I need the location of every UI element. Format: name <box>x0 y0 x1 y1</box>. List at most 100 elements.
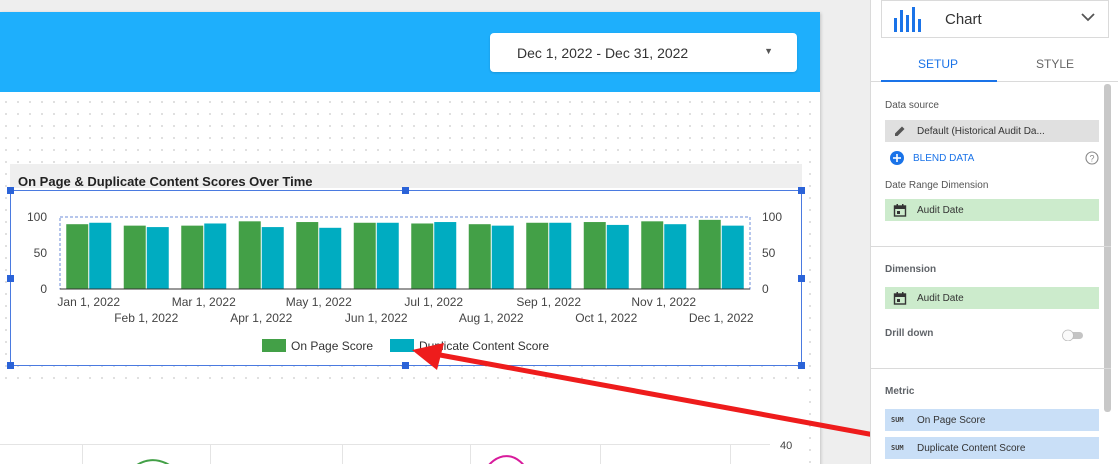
x-tick-label: Mar 1, 2022 <box>172 295 236 309</box>
add-circle-icon <box>890 151 904 165</box>
bar-on-page-score <box>468 224 491 289</box>
bar-duplicate-content-score <box>721 225 744 289</box>
resize-handle-right[interactable] <box>798 275 805 282</box>
line-chart-card[interactable]: 40 <box>0 386 800 464</box>
section-divider <box>871 368 1111 369</box>
metric-aggregation-badge[interactable]: SUM <box>891 444 904 452</box>
drill-down-toggle[interactable] <box>1061 329 1085 341</box>
bar-duplicate-content-score <box>319 227 342 289</box>
gridline <box>470 444 471 464</box>
resize-handle-top-left[interactable] <box>7 187 14 194</box>
tab-setup[interactable]: SETUP <box>918 57 959 71</box>
line-series-magenta <box>488 455 524 464</box>
bar-on-page-score <box>238 221 261 289</box>
date-range-dimension-value: Audit Date <box>917 205 964 216</box>
legend-label: On Page Score <box>291 339 373 353</box>
chart-type-label: Chart <box>945 11 982 28</box>
line-series-green <box>137 459 170 464</box>
properties-panel: Chart SETUP STYLE Data source Default (H… <box>870 0 1118 464</box>
metric-field-duplicate-content-score[interactable]: SUM Duplicate Content Score <box>885 437 1099 459</box>
help-icon[interactable]: ? <box>1085 151 1099 165</box>
x-tick-label: Feb 1, 2022 <box>114 311 178 325</box>
report-page: Dec 1, 2022 - Dec 31, 2022 ▼ On Page & D… <box>0 12 820 464</box>
bar-on-page-score <box>583 222 606 289</box>
panel-tabs: SETUP STYLE <box>871 46 1118 82</box>
bar-on-page-score <box>641 221 664 289</box>
legend-swatch <box>390 339 414 352</box>
x-tick-label: May 1, 2022 <box>286 295 352 309</box>
gridline <box>342 444 343 464</box>
chart-title: On Page & Duplicate Content Scores Over … <box>18 174 313 189</box>
gridline <box>0 444 770 445</box>
x-tick-label: Aug 1, 2022 <box>459 311 524 325</box>
legend-label: Duplicate Content Score <box>419 339 549 353</box>
bar-on-page-score <box>296 222 319 289</box>
gridline <box>210 444 211 464</box>
date-range-picker[interactable]: Dec 1, 2022 - Dec 31, 2022 ▼ <box>490 33 797 72</box>
blend-data-label: BLEND DATA <box>913 153 975 164</box>
report-canvas: Dec 1, 2022 - Dec 31, 2022 ▼ On Page & D… <box>0 12 870 464</box>
data-source-value: Default (Historical Audit Da... <box>917 126 1045 137</box>
bar-duplicate-content-score <box>204 223 227 289</box>
metric-name: On Page Score <box>917 415 986 426</box>
bar-on-page-score <box>411 223 434 289</box>
resize-handle-bottom-left[interactable] <box>7 362 14 369</box>
chevron-down-icon <box>1081 13 1095 22</box>
line-chart-curves <box>137 455 524 464</box>
bar-duplicate-content-score <box>549 222 572 289</box>
x-tick-label: Dec 1, 2022 <box>689 311 754 325</box>
bar-duplicate-content-score <box>261 227 284 289</box>
caret-down-icon: ▼ <box>764 46 773 56</box>
panel-scrollbar[interactable] <box>1104 84 1111 412</box>
svg-text:?: ? <box>1089 153 1094 163</box>
y-right-tick-label: 0 <box>762 282 769 296</box>
resize-handle-bottom[interactable] <box>402 362 409 369</box>
y-tick-label: 0 <box>40 282 47 296</box>
bar-duplicate-content-score <box>146 227 169 289</box>
bar-on-page-score <box>181 225 204 289</box>
x-tick-label: Jan 1, 2022 <box>57 295 120 309</box>
metric-label: Metric <box>885 386 915 397</box>
chart-selection-box <box>10 190 802 366</box>
bar-duplicate-content-score <box>376 222 399 289</box>
chart-type-picker[interactable]: Chart <box>881 0 1109 38</box>
date-range-dimension-label: Date Range Dimension <box>885 180 989 191</box>
bar-on-page-score <box>353 222 376 289</box>
y-tick-label: 50 <box>34 246 48 260</box>
bar-chart-card[interactable]: On Page & Duplicate Content Scores Over … <box>7 164 805 369</box>
line-chart-axis-label: 40 <box>780 440 793 452</box>
bar-chart[interactable]: 100 50 0 100 50 0 Jan 1, 2022 Feb 1, 2022 Mar 1,… <box>10 164 802 366</box>
resize-handle-top-right[interactable] <box>798 187 805 194</box>
chart-title-bar <box>10 164 802 188</box>
x-tick-label: Sep 1, 2022 <box>516 295 581 309</box>
legend-swatch <box>262 339 286 352</box>
resize-handle-top[interactable] <box>402 187 409 194</box>
y-right-tick-label: 100 <box>762 210 782 224</box>
x-tick-label: Apr 1, 2022 <box>230 311 292 325</box>
pencil-icon <box>895 126 905 136</box>
data-source-field[interactable]: Default (Historical Audit Da... <box>885 120 1099 142</box>
gridline <box>730 444 731 464</box>
bar-duplicate-content-score <box>491 225 514 289</box>
metric-field-on-page-score[interactable]: SUM On Page Score <box>885 409 1099 431</box>
tab-style[interactable]: STYLE <box>1036 57 1075 71</box>
date-range-dimension-field[interactable]: Audit Date <box>885 199 1099 221</box>
bar-duplicate-content-score <box>434 222 457 289</box>
calendar-icon <box>893 204 907 217</box>
dimension-value: Audit Date <box>917 293 964 304</box>
bar-chart-icon <box>894 7 921 32</box>
resize-handle-bottom-right[interactable] <box>798 362 805 369</box>
metric-name: Duplicate Content Score <box>917 443 1026 454</box>
calendar-icon <box>893 292 907 305</box>
data-source-label: Data source <box>885 100 939 111</box>
date-range-label: Dec 1, 2022 - Dec 31, 2022 <box>517 45 689 61</box>
bar-on-page-score <box>698 219 721 289</box>
bar-duplicate-content-score <box>606 224 629 289</box>
resize-handle-left[interactable] <box>7 275 14 282</box>
x-tick-label: Oct 1, 2022 <box>575 311 637 325</box>
gridline <box>600 444 601 464</box>
metric-aggregation-badge[interactable]: SUM <box>891 416 904 424</box>
bar-on-page-score <box>66 224 89 289</box>
dimension-label: Dimension <box>885 264 937 275</box>
dimension-field[interactable]: Audit Date <box>885 287 1099 309</box>
